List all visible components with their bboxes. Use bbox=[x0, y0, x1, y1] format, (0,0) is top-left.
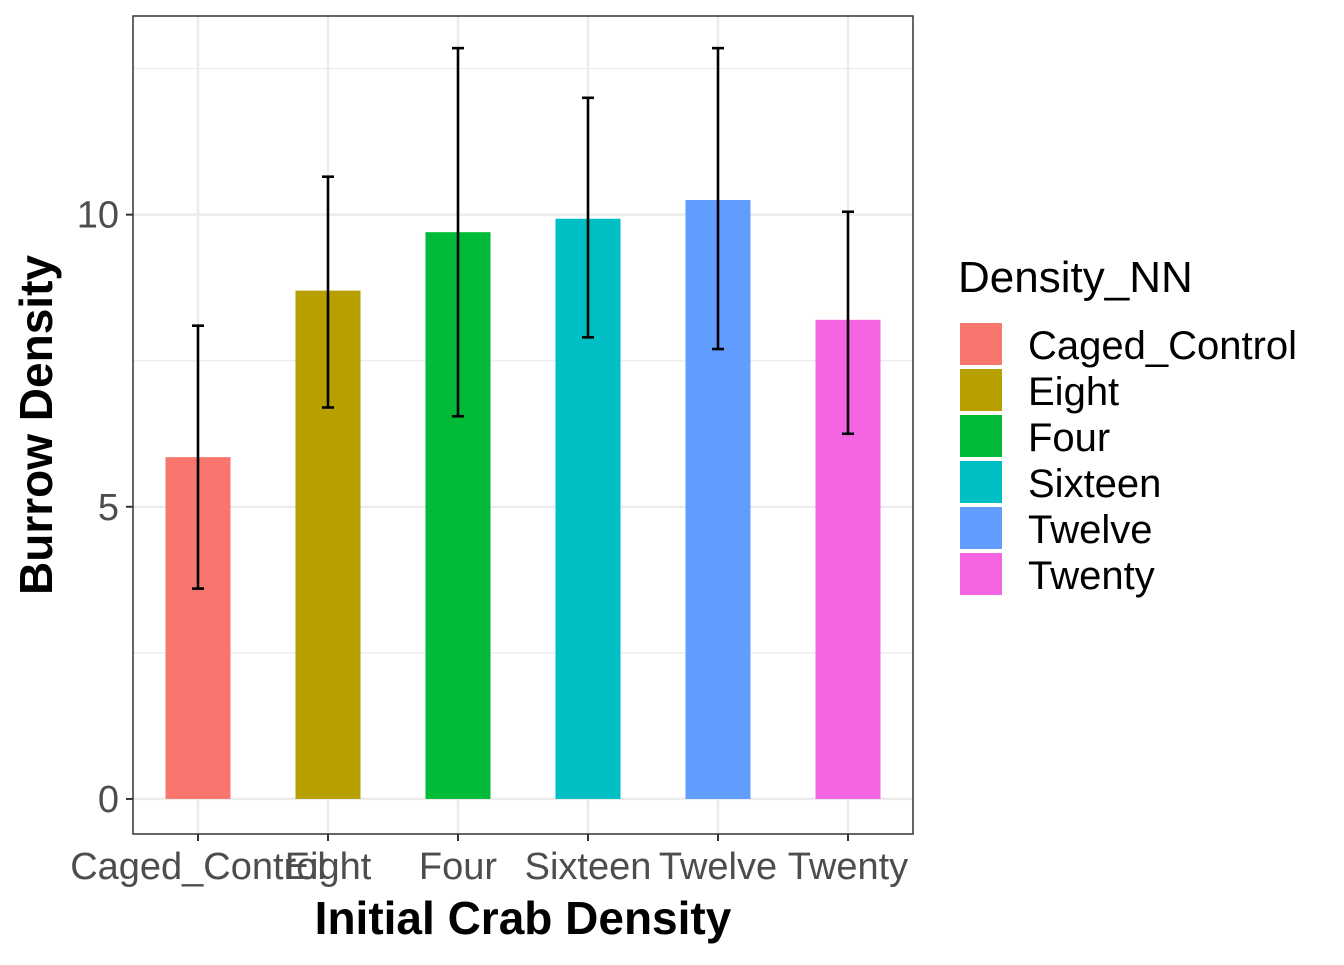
plot-panel-border bbox=[132, 15, 914, 835]
error-bar bbox=[842, 210, 854, 436]
legend-item: Caged_Control bbox=[960, 323, 1297, 368]
legend: Density_NN Caged_ControlEightFourSixteen… bbox=[958, 253, 1297, 598]
bars bbox=[165, 200, 881, 799]
legend-label: Twenty bbox=[1028, 554, 1155, 598]
x-tick-label: Caged_Control bbox=[70, 846, 326, 888]
error-bar bbox=[582, 96, 594, 339]
legend-swatch bbox=[960, 461, 1002, 503]
grid-lines bbox=[133, 16, 913, 834]
x-tick-label: Eight bbox=[285, 846, 372, 888]
y-axis-title: Burrow Density bbox=[10, 255, 62, 595]
legend-swatch bbox=[960, 507, 1002, 549]
legend-item: Twenty bbox=[960, 553, 1155, 598]
legend-item: Four bbox=[960, 415, 1110, 460]
x-tick-label: Four bbox=[419, 846, 497, 888]
error-bar bbox=[192, 324, 204, 590]
x-tick-label: Sixteen bbox=[525, 846, 652, 888]
legend-swatch bbox=[960, 323, 1002, 365]
legend-swatch bbox=[960, 369, 1002, 411]
legend-swatch bbox=[960, 415, 1002, 457]
legend-label: Four bbox=[1028, 416, 1110, 460]
error-bar bbox=[452, 46, 464, 418]
error-bars bbox=[192, 46, 854, 590]
x-axis-title: Initial Crab Density bbox=[315, 892, 732, 944]
error-bar bbox=[322, 175, 334, 409]
error-bar bbox=[712, 46, 724, 351]
y-tick-label: 10 bbox=[77, 195, 119, 237]
legend-swatch bbox=[960, 553, 1002, 595]
legend-label: Twelve bbox=[1028, 508, 1153, 552]
legend-label: Caged_Control bbox=[1028, 324, 1297, 368]
legend-item: Eight bbox=[960, 369, 1119, 414]
legend-label: Sixteen bbox=[1028, 462, 1161, 506]
y-tick-label: 5 bbox=[98, 487, 119, 529]
y-axis-ticks: 0 5 10 bbox=[77, 195, 133, 821]
y-tick-label: 0 bbox=[98, 779, 119, 821]
legend-title: Density_NN bbox=[958, 253, 1193, 302]
legend-item: Twelve bbox=[960, 507, 1153, 552]
legend-label: Eight bbox=[1028, 370, 1119, 414]
x-tick-label: Twelve bbox=[659, 846, 777, 888]
x-tick-label: Twenty bbox=[788, 846, 908, 888]
legend-item: Sixteen bbox=[960, 461, 1161, 506]
